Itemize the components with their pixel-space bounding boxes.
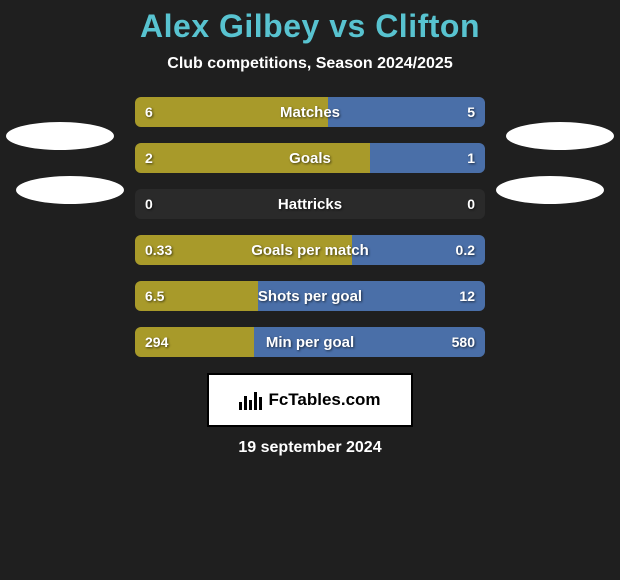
- stat-label: Hattricks: [135, 189, 485, 219]
- stat-value-right: 5: [467, 97, 475, 127]
- team-badge-right-1: [506, 122, 614, 150]
- bar-chart-icon: [239, 390, 262, 410]
- stat-value-right: 1: [467, 143, 475, 173]
- stat-label: Shots per goal: [135, 281, 485, 311]
- stat-value-right: 580: [452, 327, 475, 357]
- stat-row: Hattricks0 0: [135, 189, 485, 219]
- stat-value-left: 6: [145, 97, 153, 127]
- team-badge-right-2: [496, 176, 604, 204]
- stat-row: Min per goal294 580: [135, 327, 485, 357]
- stat-value-left: 0.33: [145, 235, 172, 265]
- team-badge-left-1: [6, 122, 114, 150]
- stat-label: Matches: [135, 97, 485, 127]
- stat-value-right: 12: [459, 281, 475, 311]
- stat-value-left: 6.5: [145, 281, 164, 311]
- stat-value-right: 0: [467, 189, 475, 219]
- stat-label: Goals per match: [135, 235, 485, 265]
- stat-value-left: 294: [145, 327, 168, 357]
- logo-box: FcTables.com: [207, 373, 413, 427]
- page-title: Alex Gilbey vs Clifton: [0, 8, 620, 45]
- stat-row: Shots per goal6.5 12: [135, 281, 485, 311]
- team-badge-left-2: [16, 176, 124, 204]
- stat-value-right: 0.2: [456, 235, 475, 265]
- stat-label: Min per goal: [135, 327, 485, 357]
- stat-row: Goals2 1: [135, 143, 485, 173]
- stat-value-left: 2: [145, 143, 153, 173]
- logo-text: FcTables.com: [268, 390, 380, 410]
- subtitle: Club competitions, Season 2024/2025: [0, 55, 620, 73]
- comparison-panel: Alex Gilbey vs Clifton Club competitions…: [0, 0, 620, 457]
- stat-label: Goals: [135, 143, 485, 173]
- date-text: 19 september 2024: [0, 439, 620, 457]
- stat-row: Matches6 5: [135, 97, 485, 127]
- stat-rows: Matches6 5 Goals2 1 Hattricks0 0 Goals per mat…: [135, 97, 485, 357]
- stat-row: Goals per match0.33 0.2: [135, 235, 485, 265]
- stat-value-left: 0: [145, 189, 153, 219]
